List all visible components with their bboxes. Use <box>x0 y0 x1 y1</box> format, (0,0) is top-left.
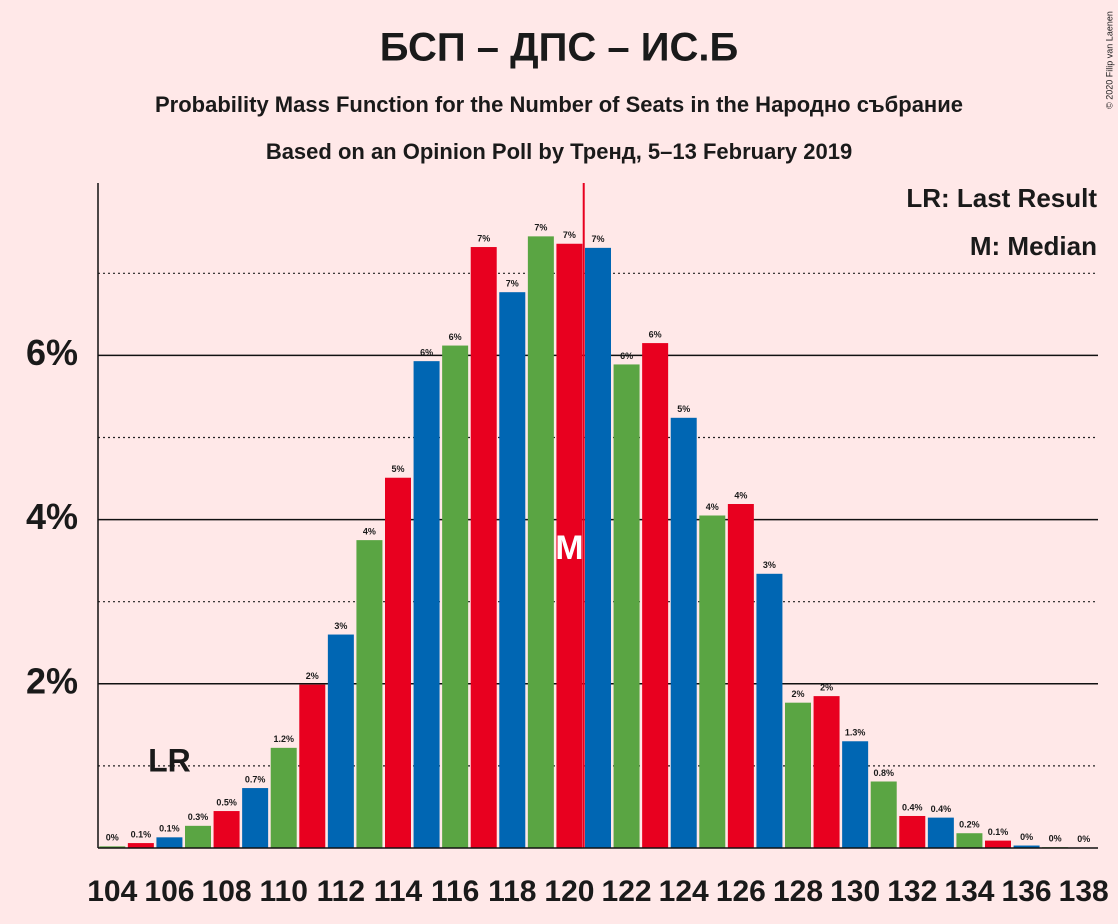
value-label: 4% <box>363 527 376 537</box>
bar <box>899 815 926 848</box>
value-label: 4% <box>706 502 719 512</box>
x-tick-label: 124 <box>659 875 709 908</box>
median-label: M <box>555 529 583 567</box>
value-label: 0.8% <box>873 768 894 778</box>
bar <box>413 361 440 848</box>
bar <box>470 247 497 848</box>
value-label: 0.1% <box>159 824 180 834</box>
bar <box>613 364 640 848</box>
legend-entry: M: Median <box>970 231 1097 261</box>
value-label: 0% <box>1020 832 1033 842</box>
value-label: 0.5% <box>216 797 237 807</box>
x-tick-label: 138 <box>1059 875 1109 908</box>
bar <box>1013 845 1040 848</box>
bar <box>870 781 897 848</box>
value-label: 4% <box>734 490 747 500</box>
bar <box>213 811 240 848</box>
x-tick-label: 110 <box>260 875 308 908</box>
value-label: 2% <box>306 671 319 681</box>
value-label: 7% <box>534 223 547 233</box>
value-label: 3% <box>334 621 347 631</box>
value-label: 1.3% <box>845 728 866 738</box>
value-label: 0% <box>1049 834 1062 844</box>
value-label: 7% <box>591 234 604 244</box>
bar <box>670 417 697 848</box>
x-tick-label: 134 <box>944 875 994 908</box>
x-tick-label: 112 <box>317 875 365 908</box>
value-label: 0% <box>1077 834 1090 844</box>
legend-entry: LR: Last Result <box>906 183 1097 213</box>
value-label: 3% <box>763 560 776 570</box>
x-tick-label: 118 <box>488 875 536 908</box>
bar <box>985 840 1011 848</box>
value-label: 6% <box>420 348 433 358</box>
x-tick-label: 120 <box>544 875 594 908</box>
bar <box>642 343 669 848</box>
bar <box>442 345 469 848</box>
value-label: 0.1% <box>988 827 1009 837</box>
bar <box>242 788 269 848</box>
x-tick-label: 126 <box>716 875 766 908</box>
bar <box>327 634 354 848</box>
bar <box>99 846 126 848</box>
x-tick-label: 136 <box>1002 875 1052 908</box>
x-tick-label: 114 <box>374 875 423 908</box>
value-label: 7% <box>477 233 490 243</box>
value-label: 0.2% <box>959 820 980 830</box>
bar <box>527 236 554 848</box>
value-label: 0.7% <box>245 774 266 784</box>
x-tick-label: 104 <box>87 875 137 908</box>
y-tick-label: 6% <box>26 332 78 373</box>
copyright: © 2020 Filip van Laenen <box>1104 11 1114 109</box>
value-label: 5% <box>391 464 404 474</box>
x-tick-label: 116 <box>431 875 479 908</box>
bar <box>556 243 583 849</box>
x-tick-label: 130 <box>830 875 880 908</box>
bar <box>756 573 783 848</box>
last-result-label: LR <box>148 742 191 778</box>
y-tick-label: 2% <box>26 660 78 701</box>
value-label: 0% <box>106 833 119 843</box>
value-label: 6% <box>449 332 462 342</box>
bar <box>156 837 183 848</box>
bar <box>185 825 211 848</box>
chart-title: БСП – ДПС – ИС.Б <box>380 26 738 70</box>
bar <box>956 833 983 848</box>
value-label: 0.4% <box>931 804 952 814</box>
value-label: 0.3% <box>188 812 209 822</box>
value-label: 0.1% <box>131 829 152 839</box>
bar <box>127 843 154 848</box>
bar <box>585 247 611 848</box>
value-label: 6% <box>620 351 633 361</box>
value-label: 2% <box>791 689 804 699</box>
bar <box>270 747 297 848</box>
bar <box>813 696 840 848</box>
x-tick-label: 108 <box>202 875 252 908</box>
value-label: 1.2% <box>273 734 294 744</box>
bar <box>785 702 811 848</box>
x-tick-label: 106 <box>144 875 194 908</box>
subtitle: Probability Mass Function for the Number… <box>155 92 963 117</box>
bar <box>727 504 754 848</box>
value-label: 7% <box>506 279 519 289</box>
bar <box>299 684 326 848</box>
subtitle: Based on an Opinion Poll by Тренд, 5–13 … <box>266 139 852 164</box>
value-label: 5% <box>677 404 690 414</box>
bar <box>927 817 954 848</box>
x-tick-label: 122 <box>602 875 652 908</box>
x-tick-label: 132 <box>887 875 937 908</box>
value-label: 7% <box>563 230 576 240</box>
bar <box>356 540 383 848</box>
x-tick-label: 128 <box>773 875 823 908</box>
bar <box>842 741 869 848</box>
value-label: 6% <box>649 329 662 339</box>
value-label: 2% <box>820 682 833 692</box>
value-label: 0.4% <box>902 802 923 812</box>
bar <box>499 292 526 848</box>
bar <box>385 477 411 848</box>
bar <box>699 515 726 848</box>
y-tick-label: 4% <box>26 496 78 537</box>
